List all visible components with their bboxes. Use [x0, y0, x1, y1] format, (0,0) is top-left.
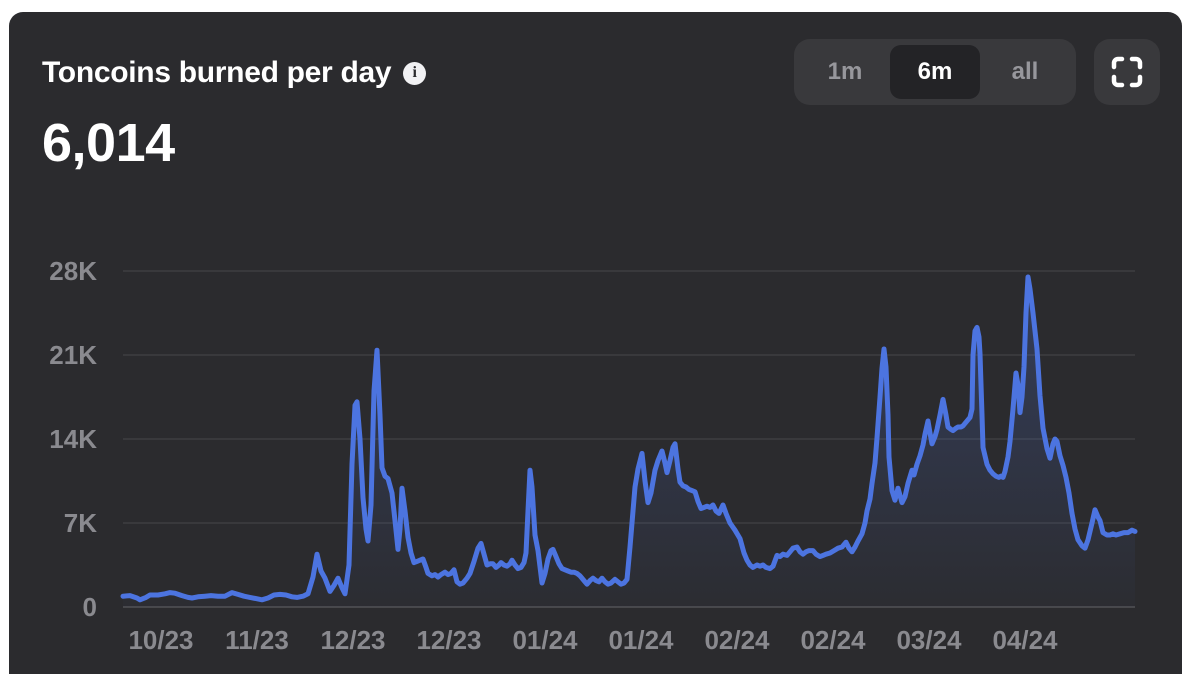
x-axis-tick-label: 10/23 [128, 625, 193, 655]
info-icon[interactable]: i [403, 61, 427, 85]
y-axis-tick-label: 7K [64, 508, 97, 538]
chart-area-fill [123, 277, 1135, 607]
y-axis-tick-label: 14K [49, 424, 97, 454]
x-axis-tick-label: 01/24 [512, 625, 578, 655]
x-axis-tick-label: 04/24 [992, 625, 1058, 655]
x-axis-tick-label: 11/23 [225, 625, 289, 655]
range-option-1m[interactable]: 1m [827, 58, 863, 85]
x-axis-tick-label: 02/24 [800, 625, 866, 655]
chart-y-axis-labels: 0 7K 14K 21K 28K [49, 256, 97, 622]
chart-line [120, 274, 1138, 603]
range-option-all[interactable]: all [1011, 58, 1039, 85]
fullscreen-button[interactable] [1094, 39, 1160, 105]
y-axis-tick-label: 21K [49, 340, 97, 370]
chart-card: Toncoins burned per day i 6,014 1m 6m al… [9, 12, 1182, 674]
x-axis-tick-label: 01/24 [608, 625, 674, 655]
x-axis-tick-label: 12/23 [416, 625, 481, 655]
card-header: Toncoins burned per day i 6,014 1m 6m al… [9, 12, 1182, 173]
chart-x-axis-labels: 10/23 11/23 12/23 12/23 01/24 01/24 02/24 02/24… [128, 625, 1058, 655]
y-axis-tick-label: 28K [49, 256, 97, 286]
chart-svg[interactable]: 0 7K 14K 21K 28K 10/23 11/23 12/23 12/23 01/24 01… [9, 12, 1182, 674]
range-option-6m[interactable]: 6m [890, 45, 980, 99]
range-segmented-control: 1m 6m all [794, 39, 1076, 105]
x-axis-tick-label: 03/24 [896, 625, 962, 655]
x-axis-tick-label: 12/23 [320, 625, 385, 655]
y-axis-tick-label: 0 [83, 592, 97, 622]
current-value: 6,014 [42, 113, 175, 173]
fullscreen-corners-icon [1111, 56, 1143, 88]
page-title: Toncoins burned per day [42, 56, 392, 89]
x-axis-tick-label: 02/24 [704, 625, 770, 655]
